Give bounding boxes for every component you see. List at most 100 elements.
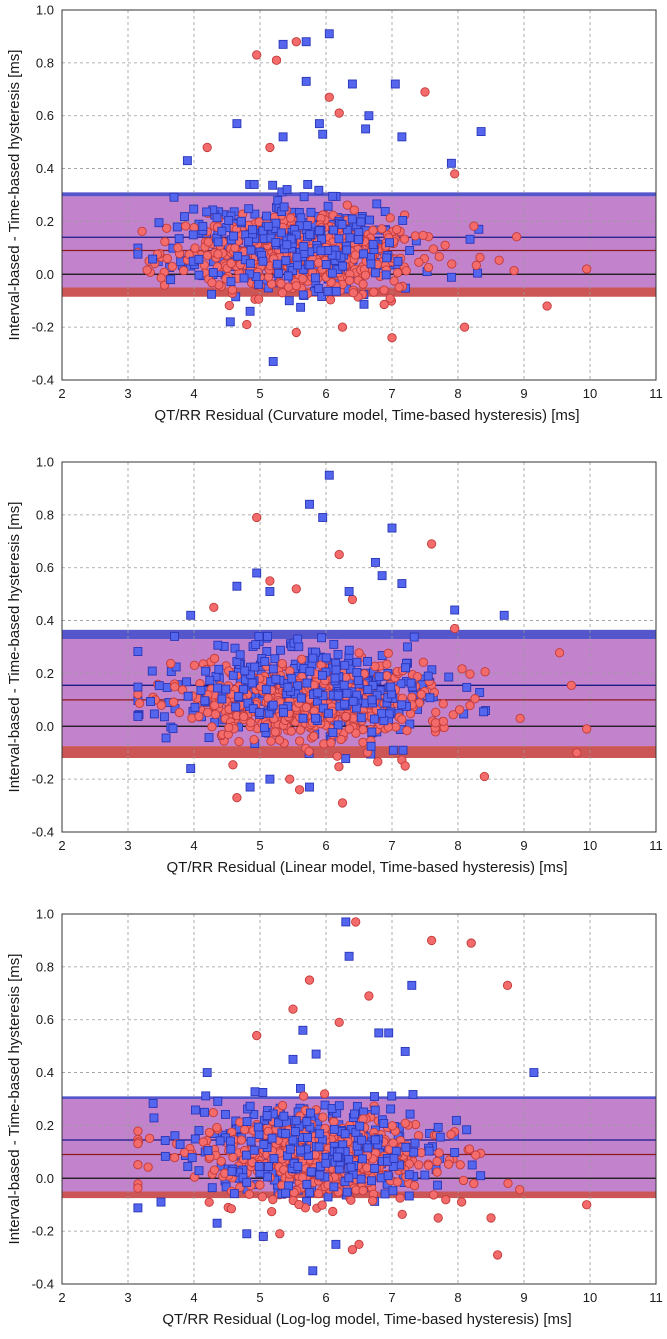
x-tick-label: 11	[649, 838, 663, 853]
blue-square-point	[388, 745, 398, 755]
red-circle-point	[443, 1159, 454, 1169]
red-circle-point	[208, 1107, 218, 1118]
blue-square-point	[146, 697, 156, 706]
blue-square-point	[217, 226, 227, 236]
blue-square-point	[305, 499, 314, 509]
blue-square-point	[301, 76, 311, 86]
red-circle-point	[542, 301, 552, 311]
blue-square-point	[259, 723, 269, 733]
red-circle-point	[347, 594, 358, 605]
blue-square-point	[182, 156, 192, 166]
blue-square-point	[265, 587, 275, 596]
red-circle-point	[354, 648, 364, 658]
blue-square-point	[188, 230, 198, 240]
blue-square-point	[207, 289, 217, 299]
red-circle-point	[459, 322, 470, 332]
blue-square-point	[334, 1101, 344, 1111]
red-circle-point	[230, 243, 240, 253]
blue-square-point	[327, 268, 337, 278]
blue-square-point	[202, 207, 212, 217]
blue-square-point	[269, 1154, 279, 1164]
x-tick-label: 7	[388, 386, 395, 401]
red-circle-point	[190, 243, 200, 253]
red-circle-point	[173, 243, 183, 253]
blue-square-point	[225, 1136, 235, 1146]
blue-square-point	[196, 685, 206, 695]
x-tick-label: 2	[58, 1290, 65, 1305]
blue-square-point	[308, 1266, 318, 1276]
blue-square-point	[383, 1171, 393, 1181]
blue-square-point	[363, 685, 373, 695]
blue-square-point	[240, 666, 250, 676]
chart-panel-3: -0.4 -0.2 0.0 0.2 0.4 0.6 0.8 1.0 2 3 4 5 6 7 8 9 10 11 QT…	[6, 907, 663, 1329]
blue-square-point	[353, 675, 363, 685]
x-tick-label: 2	[58, 838, 65, 853]
blue-square-point	[303, 179, 313, 189]
blue-square-point	[315, 1129, 325, 1139]
red-circle-point	[133, 1183, 143, 1193]
blue-square-point	[194, 1166, 204, 1176]
red-circle-point	[144, 1133, 155, 1143]
blue-square-point	[261, 684, 271, 694]
red-circle-point	[441, 1195, 451, 1205]
blue-square-point	[367, 1176, 376, 1186]
blue-square-point	[274, 268, 284, 278]
grid	[62, 914, 656, 1284]
blue-square-point	[433, 1122, 443, 1132]
blue-square-point	[242, 1229, 252, 1239]
red-circle-point	[434, 1148, 444, 1158]
red-circle-point	[236, 1135, 247, 1145]
data-points	[133, 917, 592, 1276]
red-circle-point	[202, 142, 212, 153]
x-tick-label: 10	[583, 386, 597, 401]
red-circle-point	[174, 707, 185, 718]
blue-square-point	[380, 207, 390, 216]
blue-square-point	[251, 640, 261, 650]
red-circle-point	[456, 1197, 467, 1207]
red-circle-point	[210, 709, 221, 719]
blue-square-point	[255, 708, 265, 717]
red-circle-point	[169, 697, 179, 707]
blue-square-point	[387, 1091, 397, 1101]
red-circle-point	[434, 251, 444, 262]
red-circle-point	[143, 1162, 153, 1172]
blue-square-point	[355, 1121, 365, 1131]
blue-square-point	[302, 1179, 312, 1189]
blue-square-point	[316, 246, 326, 256]
blue-square-point	[233, 251, 243, 261]
blue-square-point	[302, 678, 312, 688]
red-circle-point	[377, 224, 387, 234]
blue-square-point	[346, 1162, 356, 1172]
red-circle-point	[369, 287, 379, 297]
red-circle-point	[295, 725, 306, 735]
blue-square-point	[245, 306, 255, 316]
red-circle-point	[385, 293, 395, 303]
blue-square-point	[248, 225, 258, 235]
blue-square-point	[529, 1068, 539, 1078]
red-circle-point	[216, 1156, 226, 1166]
red-circle-point	[209, 602, 219, 613]
blue-square-point	[387, 523, 397, 533]
red-circle-point	[475, 252, 485, 263]
blue-square-point	[366, 259, 376, 269]
blue-square-point	[293, 634, 303, 644]
red-circle-point	[134, 698, 145, 709]
blue-square-point	[270, 654, 280, 664]
blue-square-point	[288, 1135, 298, 1145]
red-circle-point	[368, 225, 378, 235]
red-circle-point	[457, 664, 467, 674]
blue-square-point	[190, 1105, 200, 1115]
blue-square-point	[377, 571, 387, 581]
red-circle-point	[413, 1131, 424, 1141]
blue-square-point	[479, 707, 489, 717]
red-circle-point	[387, 333, 397, 343]
blue-square-point	[186, 610, 196, 620]
blue-square-point	[333, 690, 343, 700]
y-tick-label: 0.4	[36, 613, 54, 628]
blue-square-point	[409, 632, 419, 642]
blue-square-point	[212, 1218, 222, 1228]
x-tick-label: 3	[124, 838, 131, 853]
blue-square-point	[352, 657, 362, 667]
blue-square-point	[382, 253, 392, 263]
red-circle-point	[169, 1152, 180, 1163]
